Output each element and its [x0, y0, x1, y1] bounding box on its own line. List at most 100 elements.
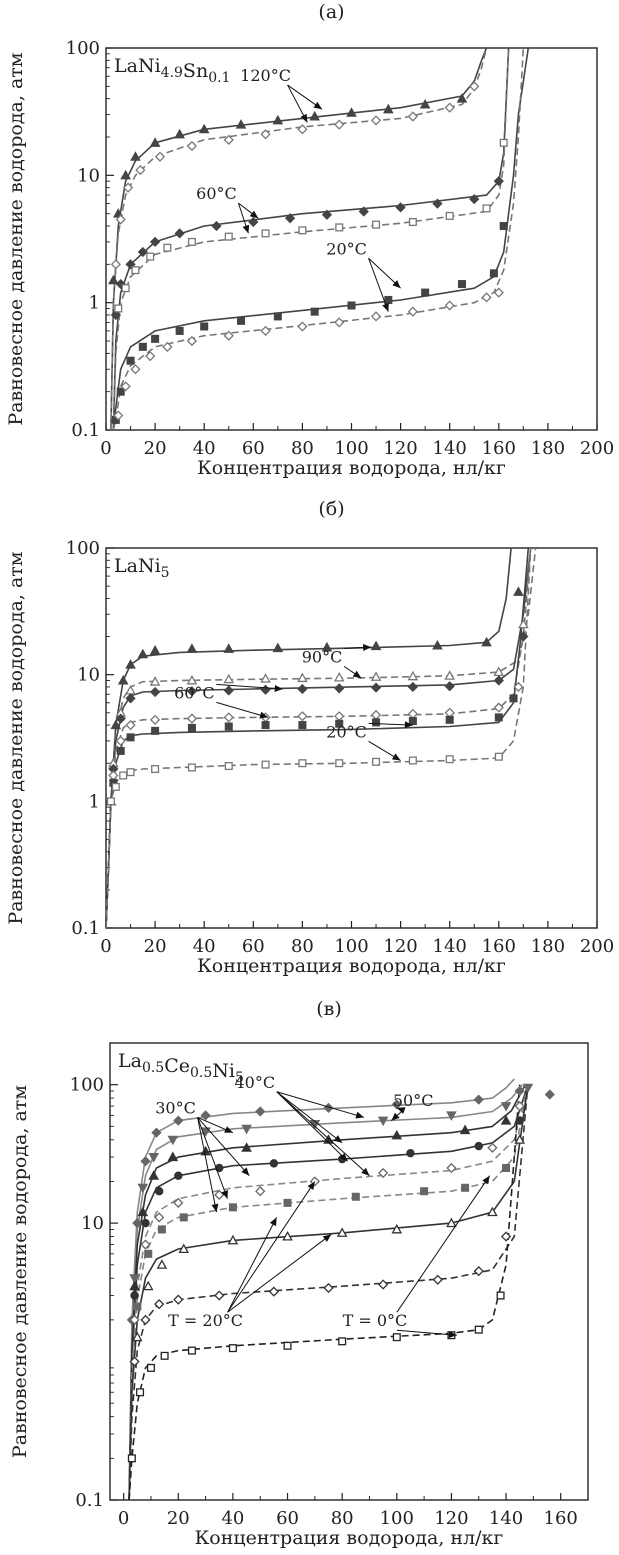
x-tick-label: 20	[144, 438, 167, 459]
data-point	[358, 206, 369, 217]
data-point	[395, 202, 406, 213]
data-point	[261, 721, 270, 730]
data-point	[115, 214, 126, 225]
series-markers	[126, 1083, 555, 1463]
data-point	[499, 221, 508, 231]
data-point	[445, 715, 454, 724]
annotation-label: 50°C	[393, 1091, 434, 1110]
x-tick-label: 20	[167, 1508, 190, 1529]
data-point	[187, 1346, 196, 1355]
data-point	[370, 311, 382, 322]
data-point	[146, 252, 155, 261]
x-tick-label: 140	[433, 936, 467, 957]
compound-text: Ce	[164, 1055, 190, 1077]
data-point	[469, 194, 480, 205]
data-point	[333, 671, 345, 682]
data-point	[513, 586, 524, 596]
data-point	[372, 220, 381, 229]
data-point	[408, 756, 417, 765]
panel-label: (а)	[318, 1, 344, 23]
data-point	[370, 640, 382, 651]
annotation-arrowhead	[448, 1331, 457, 1339]
annotation-arrowhead	[211, 1203, 219, 1213]
x-tick-label: 160	[544, 1508, 578, 1529]
data-point	[200, 1127, 211, 1137]
data-point	[346, 107, 357, 117]
data-point	[186, 140, 198, 152]
annotation-label: 120°C	[240, 66, 291, 85]
annotation-arrowhead	[404, 721, 413, 729]
annotation-arrow	[396, 1175, 491, 1313]
data-point	[125, 659, 136, 669]
annotation-arrow	[227, 1233, 332, 1313]
data-point	[145, 351, 156, 362]
data-point	[223, 712, 234, 723]
data-point	[132, 1331, 143, 1342]
x-tick-label: 120	[383, 936, 417, 957]
compound-subscript: 0.1	[208, 70, 230, 86]
x-tick-label: 40	[221, 1508, 244, 1529]
data-point	[224, 722, 233, 731]
series-line-8	[128, 1084, 521, 1500]
data-point	[223, 685, 234, 696]
data-point	[323, 1282, 334, 1294]
series-line-5	[106, 548, 532, 928]
plot-frame	[109, 1042, 589, 1501]
data-point	[446, 1217, 457, 1228]
data-point	[162, 341, 173, 352]
compound-subscript: 0.5	[190, 1065, 212, 1081]
data-point	[378, 1279, 389, 1290]
compound-subscript: 5	[235, 1070, 244, 1086]
data-point	[115, 735, 126, 747]
annotation-arrowhead	[322, 1234, 332, 1242]
data-point	[138, 342, 147, 351]
data-point	[310, 307, 319, 316]
data-point	[321, 209, 333, 220]
chart-panel-0: 0 20 40 60 80 100 120 140 160 180 200 0.1 1 10 100 120°…	[5, 1, 614, 479]
data-point	[446, 1162, 457, 1174]
data-point	[115, 713, 126, 724]
y-tick-label: 100	[66, 38, 100, 59]
data-point	[140, 1314, 151, 1326]
data-point	[248, 216, 259, 228]
data-point	[141, 1218, 150, 1228]
data-point	[407, 708, 418, 720]
data-point	[148, 1170, 160, 1180]
series-line-4	[128, 1084, 529, 1500]
data-point	[108, 274, 119, 285]
data-point	[336, 1227, 348, 1237]
data-point	[126, 356, 135, 365]
data-point	[298, 226, 307, 235]
data-point	[432, 198, 443, 209]
series-line-0	[106, 548, 512, 928]
data-point	[125, 684, 136, 695]
annotation-label: 20°C	[326, 239, 367, 258]
annotation-arrowhead	[269, 1217, 277, 1227]
annotation-arrowhead	[361, 1167, 370, 1176]
data-point	[481, 292, 492, 303]
data-point	[106, 797, 115, 806]
data-point	[285, 213, 296, 224]
y-axis-label: Равновесное давление водорода, атм	[5, 551, 27, 924]
data-point	[116, 387, 125, 396]
data-point	[116, 746, 125, 755]
data-point	[494, 713, 503, 722]
data-point	[131, 266, 140, 275]
annotation-arrowhead	[259, 711, 269, 719]
data-point	[126, 768, 135, 777]
data-point	[113, 410, 124, 421]
data-point	[487, 1206, 498, 1217]
data-point	[140, 1239, 151, 1250]
data-point	[144, 1249, 153, 1258]
x-tick-label: 120	[383, 438, 417, 459]
compound-text: Sn	[183, 60, 208, 82]
annotation-arrowhead	[391, 753, 401, 761]
data-point	[110, 309, 121, 321]
data-point	[255, 1106, 266, 1117]
data-point	[137, 1206, 149, 1217]
x-tick-label: 180	[531, 936, 565, 957]
data-point	[459, 1124, 471, 1135]
data-point	[419, 98, 431, 109]
data-point	[469, 81, 480, 92]
series-line-3	[112, 48, 510, 430]
